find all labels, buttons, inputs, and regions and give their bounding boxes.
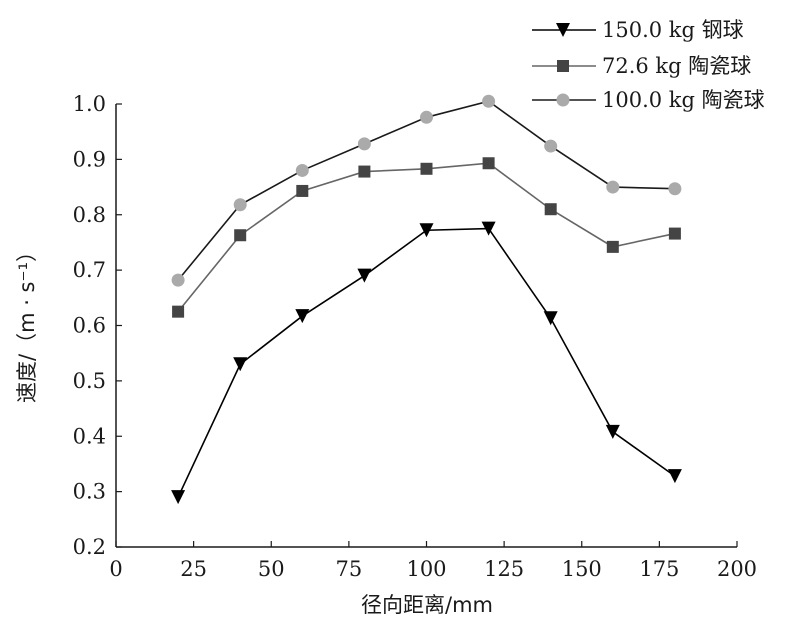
series-line bbox=[177, 100, 675, 281]
data-point bbox=[234, 229, 247, 242]
data-point bbox=[668, 227, 681, 240]
y-tick-label: 0.3 bbox=[73, 480, 106, 504]
y-tick-label: 0.5 bbox=[73, 369, 106, 393]
series-3 bbox=[171, 94, 682, 287]
series-line bbox=[177, 162, 676, 313]
series-line bbox=[177, 227, 676, 498]
data-point bbox=[357, 137, 371, 151]
data-point bbox=[606, 180, 620, 194]
x-axis-title: 径向距离/mm bbox=[361, 593, 493, 617]
data-point bbox=[420, 162, 433, 175]
data-point bbox=[233, 357, 248, 372]
data-point bbox=[296, 184, 309, 197]
legend-label: 100.0 kg 陶瓷球 bbox=[602, 88, 765, 112]
x-tick-label: 100 bbox=[406, 557, 446, 581]
legend-label: 72.6 kg 陶瓷球 bbox=[602, 54, 751, 78]
x-tick-label: 175 bbox=[639, 557, 679, 581]
y-tick-label: 0.9 bbox=[73, 147, 106, 171]
data-point bbox=[233, 198, 247, 212]
data-point bbox=[171, 273, 185, 287]
data-point bbox=[295, 163, 309, 177]
data-point bbox=[543, 311, 558, 326]
data-point bbox=[544, 203, 557, 216]
y-axis-ticks: 0.2 0.3 0.4 0.5 0.6 0.7 0.8 0.9 1.0 bbox=[73, 92, 122, 559]
data-point bbox=[420, 110, 433, 124]
data-point bbox=[172, 305, 185, 318]
legend-marker bbox=[557, 60, 569, 72]
series-layer bbox=[171, 94, 682, 505]
data-point bbox=[544, 139, 558, 153]
series-2 bbox=[172, 157, 681, 318]
y-tick-label: 0.8 bbox=[73, 203, 106, 227]
x-axis-ticks: 0 25 50 75 100 125 150 175 200 bbox=[109, 541, 757, 581]
data-point bbox=[667, 469, 682, 484]
x-tick-label: 150 bbox=[562, 557, 602, 581]
y-tick-label: 0.6 bbox=[73, 314, 106, 338]
data-point bbox=[357, 268, 372, 283]
x-tick-label: 0 bbox=[109, 557, 122, 581]
data-point bbox=[171, 490, 186, 505]
data-point bbox=[668, 182, 682, 196]
data-point bbox=[358, 165, 371, 178]
legend-marker bbox=[556, 23, 570, 37]
legend: 150.0 kg 钢球 72.6 kg 陶瓷球 100.0 kg 陶瓷球 bbox=[532, 18, 765, 112]
x-tick-label: 75 bbox=[336, 557, 363, 581]
data-point bbox=[606, 240, 619, 253]
y-axis-title: 速度/（m · s⁻¹） bbox=[15, 241, 39, 403]
legend-marker bbox=[556, 93, 570, 107]
data-point bbox=[481, 221, 496, 236]
x-tick-label: 50 bbox=[258, 557, 285, 581]
y-tick-label: 1.0 bbox=[73, 92, 106, 116]
y-tick-label: 0.7 bbox=[73, 258, 106, 282]
x-tick-label: 125 bbox=[484, 557, 524, 581]
x-tick-label: 25 bbox=[180, 557, 207, 581]
data-point bbox=[482, 94, 496, 108]
legend-label: 150.0 kg 钢球 bbox=[602, 18, 744, 42]
data-point bbox=[605, 424, 620, 439]
x-tick-label: 200 bbox=[717, 557, 757, 581]
series-1 bbox=[171, 221, 682, 505]
data-point bbox=[419, 223, 434, 238]
data-point bbox=[482, 157, 495, 170]
y-tick-label: 0.4 bbox=[73, 424, 106, 448]
data-point bbox=[295, 309, 310, 324]
y-tick-label: 0.2 bbox=[73, 535, 106, 559]
